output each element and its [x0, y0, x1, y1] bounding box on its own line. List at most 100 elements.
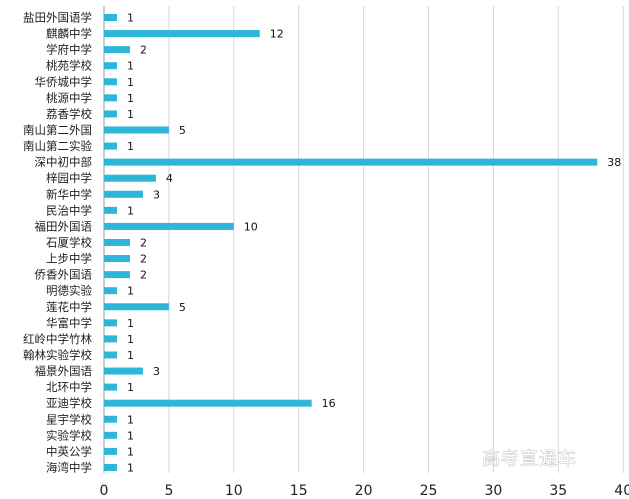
value-label: 4 [166, 172, 173, 185]
bar [104, 238, 130, 246]
value-label: 38 [607, 156, 621, 169]
category-label: 北环中学 [46, 380, 92, 394]
bar [104, 222, 234, 230]
value-label: 5 [179, 301, 186, 314]
value-label: 1 [127, 317, 134, 330]
value-label: 1 [127, 349, 134, 362]
category-label: 华侨城中学 [35, 75, 93, 89]
value-label: 12 [270, 28, 284, 41]
category-label: 明德实验 [46, 284, 92, 298]
bar [104, 174, 156, 182]
x-tick-label: 20 [355, 483, 373, 499]
bar [104, 142, 117, 150]
value-label: 1 [127, 461, 134, 474]
category-label: 荔香学校 [46, 107, 92, 121]
value-label: 10 [244, 220, 258, 233]
value-label: 1 [127, 92, 134, 105]
x-tick-label: 5 [164, 483, 173, 499]
category-label: 深中初中部 [35, 155, 93, 169]
bar [104, 110, 117, 118]
value-label: 3 [153, 188, 160, 201]
bar [104, 271, 130, 279]
x-tick-label: 40 [614, 483, 629, 499]
value-label: 1 [127, 76, 134, 89]
value-label: 2 [140, 236, 147, 249]
bar [104, 255, 130, 263]
category-label: 麒麟中学 [46, 27, 92, 41]
gridlines [103, 6, 624, 473]
category-label: 桃苑学校 [46, 59, 92, 73]
bar [104, 399, 312, 407]
bar [104, 126, 169, 134]
value-label: 16 [322, 397, 336, 410]
value-label: 1 [127, 108, 134, 121]
category-label: 福田外国语 [35, 219, 93, 233]
x-tick-label: 25 [420, 483, 438, 499]
value-label: 1 [127, 204, 134, 217]
value-label: 1 [127, 413, 134, 426]
bar [104, 303, 169, 311]
category-label: 盐田外国语学 [23, 11, 92, 25]
category-label: 桃源中学 [46, 91, 92, 105]
bar [104, 78, 117, 86]
value-label: 1 [127, 140, 134, 153]
x-tick-label: 30 [484, 483, 502, 499]
category-label: 亚迪学校 [46, 396, 92, 410]
category-labels: 盐田外国语学麒麟中学学府中学桃苑学校华侨城中学桃源中学荔香学校南山第二外国南山第… [23, 11, 92, 475]
category-label: 梓园中学 [46, 171, 92, 185]
value-label: 2 [140, 269, 147, 282]
category-label: 南山第二实验 [23, 139, 92, 153]
category-label: 上步中学 [46, 252, 92, 266]
category-label: 石厦学校 [46, 235, 92, 249]
x-tick-label: 15 [290, 483, 308, 499]
value-label: 1 [127, 333, 134, 346]
value-label: 2 [140, 44, 147, 57]
x-tick-labels: 0 5 10 15 20 25 30 35 40 [100, 483, 629, 499]
value-label: 1 [127, 12, 134, 25]
bar [104, 367, 143, 375]
value-label: 1 [127, 429, 134, 442]
category-label: 华富中学 [46, 316, 92, 330]
bar [104, 463, 117, 471]
x-tick-label: 10 [225, 483, 243, 499]
bars [104, 14, 598, 471]
value-label: 1 [127, 60, 134, 73]
category-label: 实验学校 [46, 428, 92, 442]
value-label: 3 [153, 365, 160, 378]
category-label: 民治中学 [46, 203, 92, 217]
x-tick-label: 0 [100, 483, 109, 499]
category-label: 福景外国语 [35, 364, 93, 378]
category-label: 中英公学 [46, 444, 92, 458]
bar [104, 447, 117, 455]
bar [104, 158, 598, 166]
value-label: 1 [127, 445, 134, 458]
bar [104, 431, 117, 439]
category-label: 侨香外国语 [35, 268, 93, 282]
bar [104, 62, 117, 70]
bar [104, 190, 143, 198]
bar [104, 14, 117, 21]
category-label: 南山第二外国 [23, 123, 92, 137]
bar [104, 206, 117, 214]
bar [104, 383, 117, 391]
bar [104, 94, 117, 102]
bar [104, 287, 117, 295]
x-tick-label: 35 [549, 483, 567, 499]
category-label: 新华中学 [46, 187, 92, 201]
value-label: 5 [179, 124, 186, 137]
value-label: 2 [140, 253, 147, 266]
bar [104, 319, 117, 327]
bar [104, 415, 117, 423]
bar [104, 351, 117, 359]
category-label: 莲花中学 [46, 300, 92, 314]
category-label: 学府中学 [46, 43, 92, 57]
bar [104, 335, 117, 343]
category-label: 红岭中学竹林 [23, 332, 92, 346]
value-label: 1 [127, 285, 134, 298]
value-label: 1 [127, 381, 134, 394]
bar [104, 30, 260, 38]
category-label: 星宇学校 [46, 412, 92, 426]
category-label: 海湾中学 [46, 460, 92, 474]
